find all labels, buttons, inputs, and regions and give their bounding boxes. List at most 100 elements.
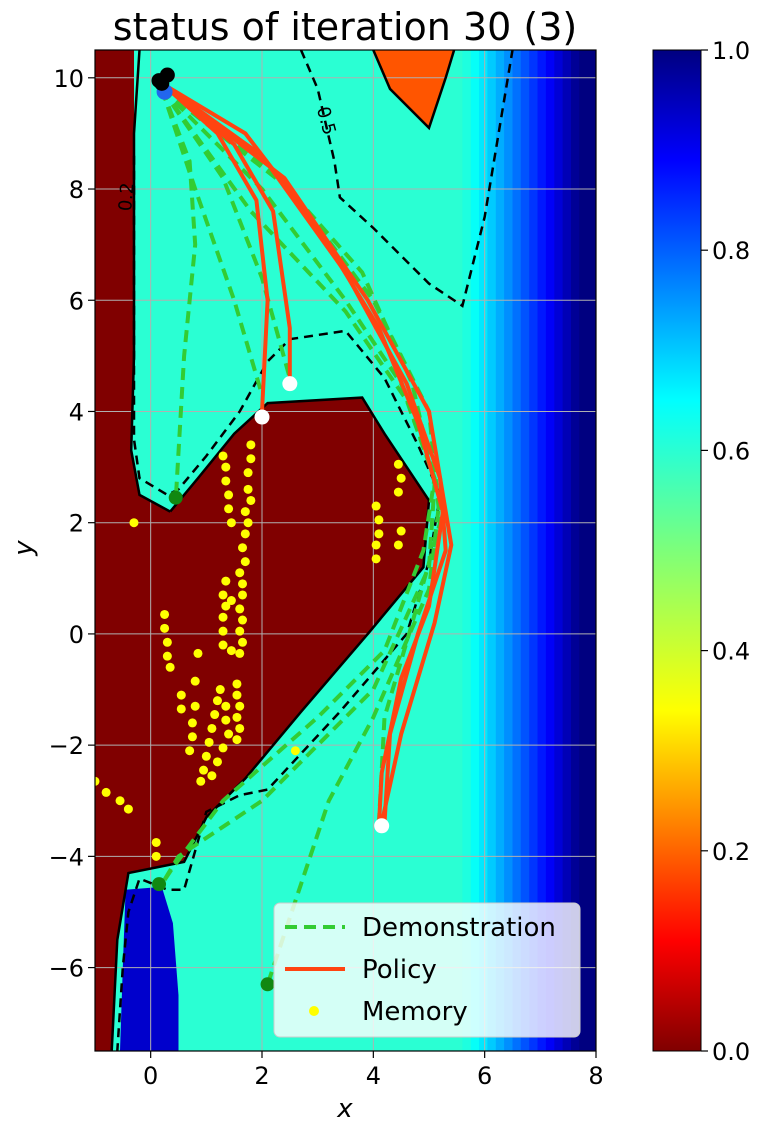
field-band — [495, 50, 505, 1051]
memory-point — [232, 679, 242, 689]
memory-point — [371, 554, 381, 564]
x-tick-label: 0 — [143, 1062, 158, 1090]
policy-start-marker — [374, 818, 390, 834]
memory-point — [371, 501, 381, 511]
memory-point — [235, 604, 245, 614]
memory-point — [290, 746, 300, 756]
memory-point — [246, 495, 256, 505]
field-band — [520, 50, 530, 1051]
memory-point — [235, 701, 245, 711]
memory-point — [207, 771, 217, 781]
memory-point — [240, 529, 250, 539]
memory-point — [199, 765, 209, 775]
memory-point — [238, 590, 248, 600]
memory-point — [232, 690, 242, 700]
goal-marker-black — [151, 73, 167, 89]
memory-point — [232, 712, 242, 722]
field-band — [545, 50, 555, 1051]
memory-point — [151, 851, 161, 861]
plot-frame — [94, 49, 597, 1052]
memory-point — [218, 743, 228, 753]
memory-point — [221, 701, 231, 711]
y-tick-label: 0 — [69, 621, 84, 649]
memory-point — [196, 776, 206, 786]
memory-point — [232, 735, 242, 745]
memory-point — [162, 637, 172, 647]
memory-point — [218, 640, 228, 650]
memory-point — [226, 596, 236, 606]
memory-point — [240, 507, 250, 517]
legend-swatch-memory — [309, 1006, 319, 1016]
field-band — [504, 50, 513, 1051]
y-axis-ticks: −6 −4 −2 0 2 4 6 8 10 — [49, 65, 95, 983]
contour-line — [372, 50, 456, 131]
policy-paths — [159, 81, 454, 828]
memory-point — [238, 615, 248, 625]
trajectory-markers — [151, 67, 390, 992]
field-low-region — [373, 50, 455, 128]
memory-point — [221, 476, 231, 486]
memory-point — [238, 579, 248, 589]
field-band — [462, 50, 472, 1051]
policy-start-marker — [254, 409, 270, 425]
memory-point — [393, 540, 403, 550]
contour-line — [129, 50, 171, 513]
colorbar-tick-label: 0.0 — [712, 1038, 750, 1066]
memory-point — [243, 518, 253, 528]
chart-title: status of iteration 30 (3) — [113, 5, 577, 49]
contour-label: 0.2 — [115, 182, 138, 212]
policy-path — [159, 81, 292, 386]
memory-point — [396, 526, 406, 536]
memory-point — [218, 451, 228, 461]
memory-point — [187, 718, 197, 728]
x-axis-ticks: 0 2 4 6 8 — [143, 1051, 604, 1090]
memory-point — [176, 690, 186, 700]
memory-point — [215, 685, 225, 695]
demo-start-marker — [260, 977, 275, 992]
field-band — [587, 50, 596, 1051]
colorbar-tick-label: 0.8 — [712, 237, 750, 265]
contour-line — [110, 396, 431, 1051]
field-band — [554, 50, 564, 1051]
demo-start-marker — [168, 490, 183, 505]
colorbar-gradient — [652, 49, 702, 1052]
x-tick-label: 8 — [588, 1062, 603, 1090]
legend-label: Memory — [362, 997, 468, 1027]
memory-point — [212, 757, 222, 767]
colorbar-tick-label: 0.6 — [712, 437, 750, 465]
x-tick-label: 2 — [254, 1062, 269, 1090]
policy-path — [159, 81, 454, 825]
x-tick-label: 6 — [477, 1062, 492, 1090]
memory-point — [224, 504, 234, 514]
memory-point — [393, 487, 403, 497]
memory-point — [226, 518, 236, 528]
memory-point — [226, 646, 236, 656]
y-tick-label: 6 — [69, 287, 84, 315]
legend-box — [273, 902, 581, 1038]
demonstration-path — [160, 87, 437, 886]
memory-point — [238, 543, 248, 553]
field-high-region — [120, 886, 179, 1051]
memory-point — [221, 715, 231, 725]
memory-point — [101, 787, 111, 797]
memory-point — [176, 704, 186, 714]
demonstration-path — [159, 88, 264, 396]
memory-point — [185, 746, 195, 756]
field-band — [529, 50, 539, 1051]
demonstration-path — [160, 87, 437, 886]
memory-point — [246, 440, 256, 450]
y-tick-label: −2 — [49, 732, 84, 760]
demonstration-path — [159, 88, 198, 501]
memory-point — [393, 459, 403, 469]
colorbar-tick-label: 1.0 — [712, 37, 750, 65]
memory-point — [238, 637, 248, 647]
y-tick-label: −6 — [49, 955, 84, 983]
memory-point — [218, 590, 228, 600]
memory-point — [201, 751, 211, 761]
y-tick-label: 2 — [69, 510, 84, 538]
y-tick-label: −4 — [49, 843, 84, 871]
memory-point — [218, 612, 228, 622]
field-band — [571, 50, 580, 1051]
